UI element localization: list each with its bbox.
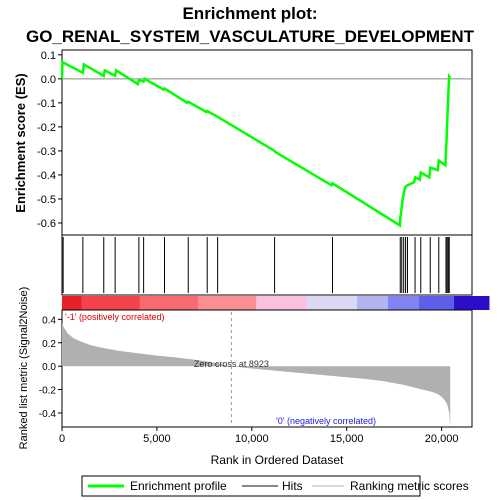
x-tick-label: 10,000	[235, 433, 269, 445]
chart-title-line2: GO_RENAL_SYSTEM_VASCULATURE_DEVELOPMENT	[26, 27, 475, 46]
color-bar-segment	[197, 296, 257, 310]
x-tick-label: 0	[59, 433, 65, 445]
legend-enrichment-label: Enrichment profile	[130, 479, 227, 493]
color-bar-segment	[139, 296, 199, 310]
hit-lines	[62, 237, 450, 293]
color-bar-segment	[306, 296, 358, 310]
x-tick-label: 5,000	[143, 433, 171, 445]
metric-y-tick-label: -0.2	[39, 386, 57, 397]
positive-correlation-label: '-1' (positively correlated)	[65, 312, 164, 322]
color-bar-segment	[357, 296, 389, 310]
legend-hits-label: Hits	[282, 479, 303, 493]
color-bar-segment	[62, 296, 82, 310]
metric-y-tick-label: 0.4	[42, 315, 56, 326]
legend-metric-label: Ranking metric scores	[350, 479, 469, 493]
es-y-ticks: 0.1 0.0 -0.1 -0.2 -0.3 -0.4 -0.5 -0.6	[37, 50, 62, 230]
es-panel-frame	[61, 49, 473, 236]
metric-y-tick-label: 0.2	[42, 339, 56, 350]
x-tick-label: 15,000	[330, 433, 364, 445]
metric-panel: 0.4 0.2 0.0 -0.2 -0.4 Zero cross at 8923 '-1…	[18, 287, 473, 450]
metric-y-tick-label: 0.0	[42, 362, 56, 373]
legend: Enrichment profile Hits Ranking metric s…	[81, 475, 469, 497]
metric-y-tick-label: -0.4	[39, 409, 57, 420]
es-y-tick-label: -0.2	[37, 122, 56, 134]
enrichment-profile-line	[60, 59, 452, 228]
hits-panel	[61, 234, 473, 296]
es-y-tick-label: -0.6	[37, 218, 56, 230]
es-y-tick-label: -0.5	[37, 194, 56, 206]
color-bar-segment	[454, 296, 490, 310]
ranking-metric-area	[62, 324, 451, 427]
color-bar-segment	[419, 296, 455, 310]
color-bar-segment	[256, 296, 308, 310]
zero-cross-label: Zero cross at 8923	[194, 359, 269, 369]
hits-panel-frame	[61, 234, 473, 296]
es-y-axis-label: Enrichment score (ES)	[13, 73, 28, 212]
metric-y-ticks: 0.4 0.2 0.0 -0.2 -0.4	[39, 315, 62, 420]
es-y-tick-label: -0.4	[37, 170, 56, 182]
chart-title-line1: Enrichment plot:	[182, 4, 317, 23]
rank-color-bar	[62, 296, 490, 310]
es-y-tick-label: -0.1	[37, 98, 56, 110]
x-tick-label: 20,000	[425, 433, 459, 445]
color-bar-segment	[388, 296, 420, 310]
es-y-tick-label: 0.0	[41, 74, 56, 86]
es-y-tick-label: -0.3	[37, 146, 56, 158]
x-axis-label: Rank in Ordered Dataset	[211, 453, 344, 467]
es-panel: 0.1 0.0 -0.1 -0.2 -0.3 -0.4 -0.5 -0.6 Enrichmen…	[13, 49, 473, 236]
color-bar-segment	[81, 296, 141, 310]
x-axis-ticks: 0 5,000 10,000 15,000 20,000	[59, 427, 459, 445]
metric-y-axis-label: Ranked list metric (Signal2Noise)	[18, 287, 30, 450]
es-y-tick-label: 0.1	[41, 50, 56, 62]
negative-correlation-label: '0' (negatively correlated)	[276, 416, 376, 426]
